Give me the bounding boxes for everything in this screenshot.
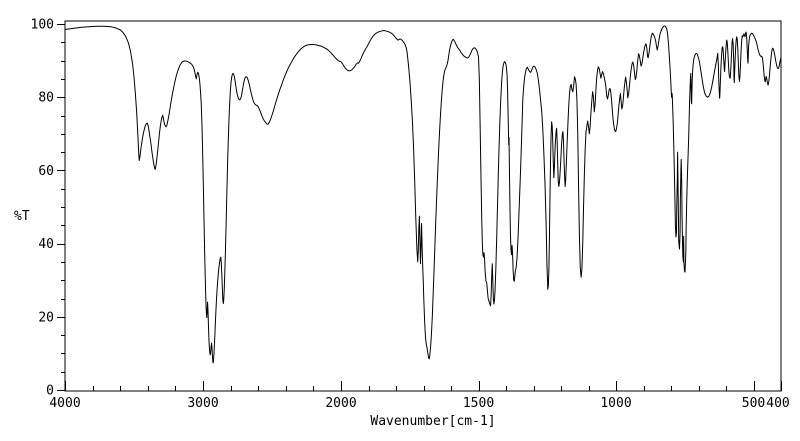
y-tick-label: 60 [38,164,54,179]
y-tick-label: 80 [38,91,54,106]
x-tick-label: 400 [766,396,789,411]
x-axis-title: Wavenumber[cm-1] [370,414,495,429]
y-axis-title: %T [14,209,30,224]
y-tick-label: 20 [38,310,54,325]
x-tick-label: 500 [742,396,765,411]
y-tick-label: 40 [38,237,54,252]
plot-dynamic-layer: 0 20 40 60 80 100 4000 3000 2000 1500 1000 500 400 [31,18,790,412]
spectrum-curve [64,25,782,364]
x-tick-label: 1000 [600,396,631,411]
x-tick-label: 2000 [325,396,356,411]
y-tick-label: 0 [46,384,54,399]
x-tick-label: 1500 [463,396,494,411]
x-tick-label: 3000 [187,396,218,411]
plot-frame [64,20,782,392]
y-tick-label: 100 [31,18,54,33]
plot-static-layer: %T Wavenumber[cm-1] [14,209,496,429]
x-tick-label: 4000 [49,396,80,411]
